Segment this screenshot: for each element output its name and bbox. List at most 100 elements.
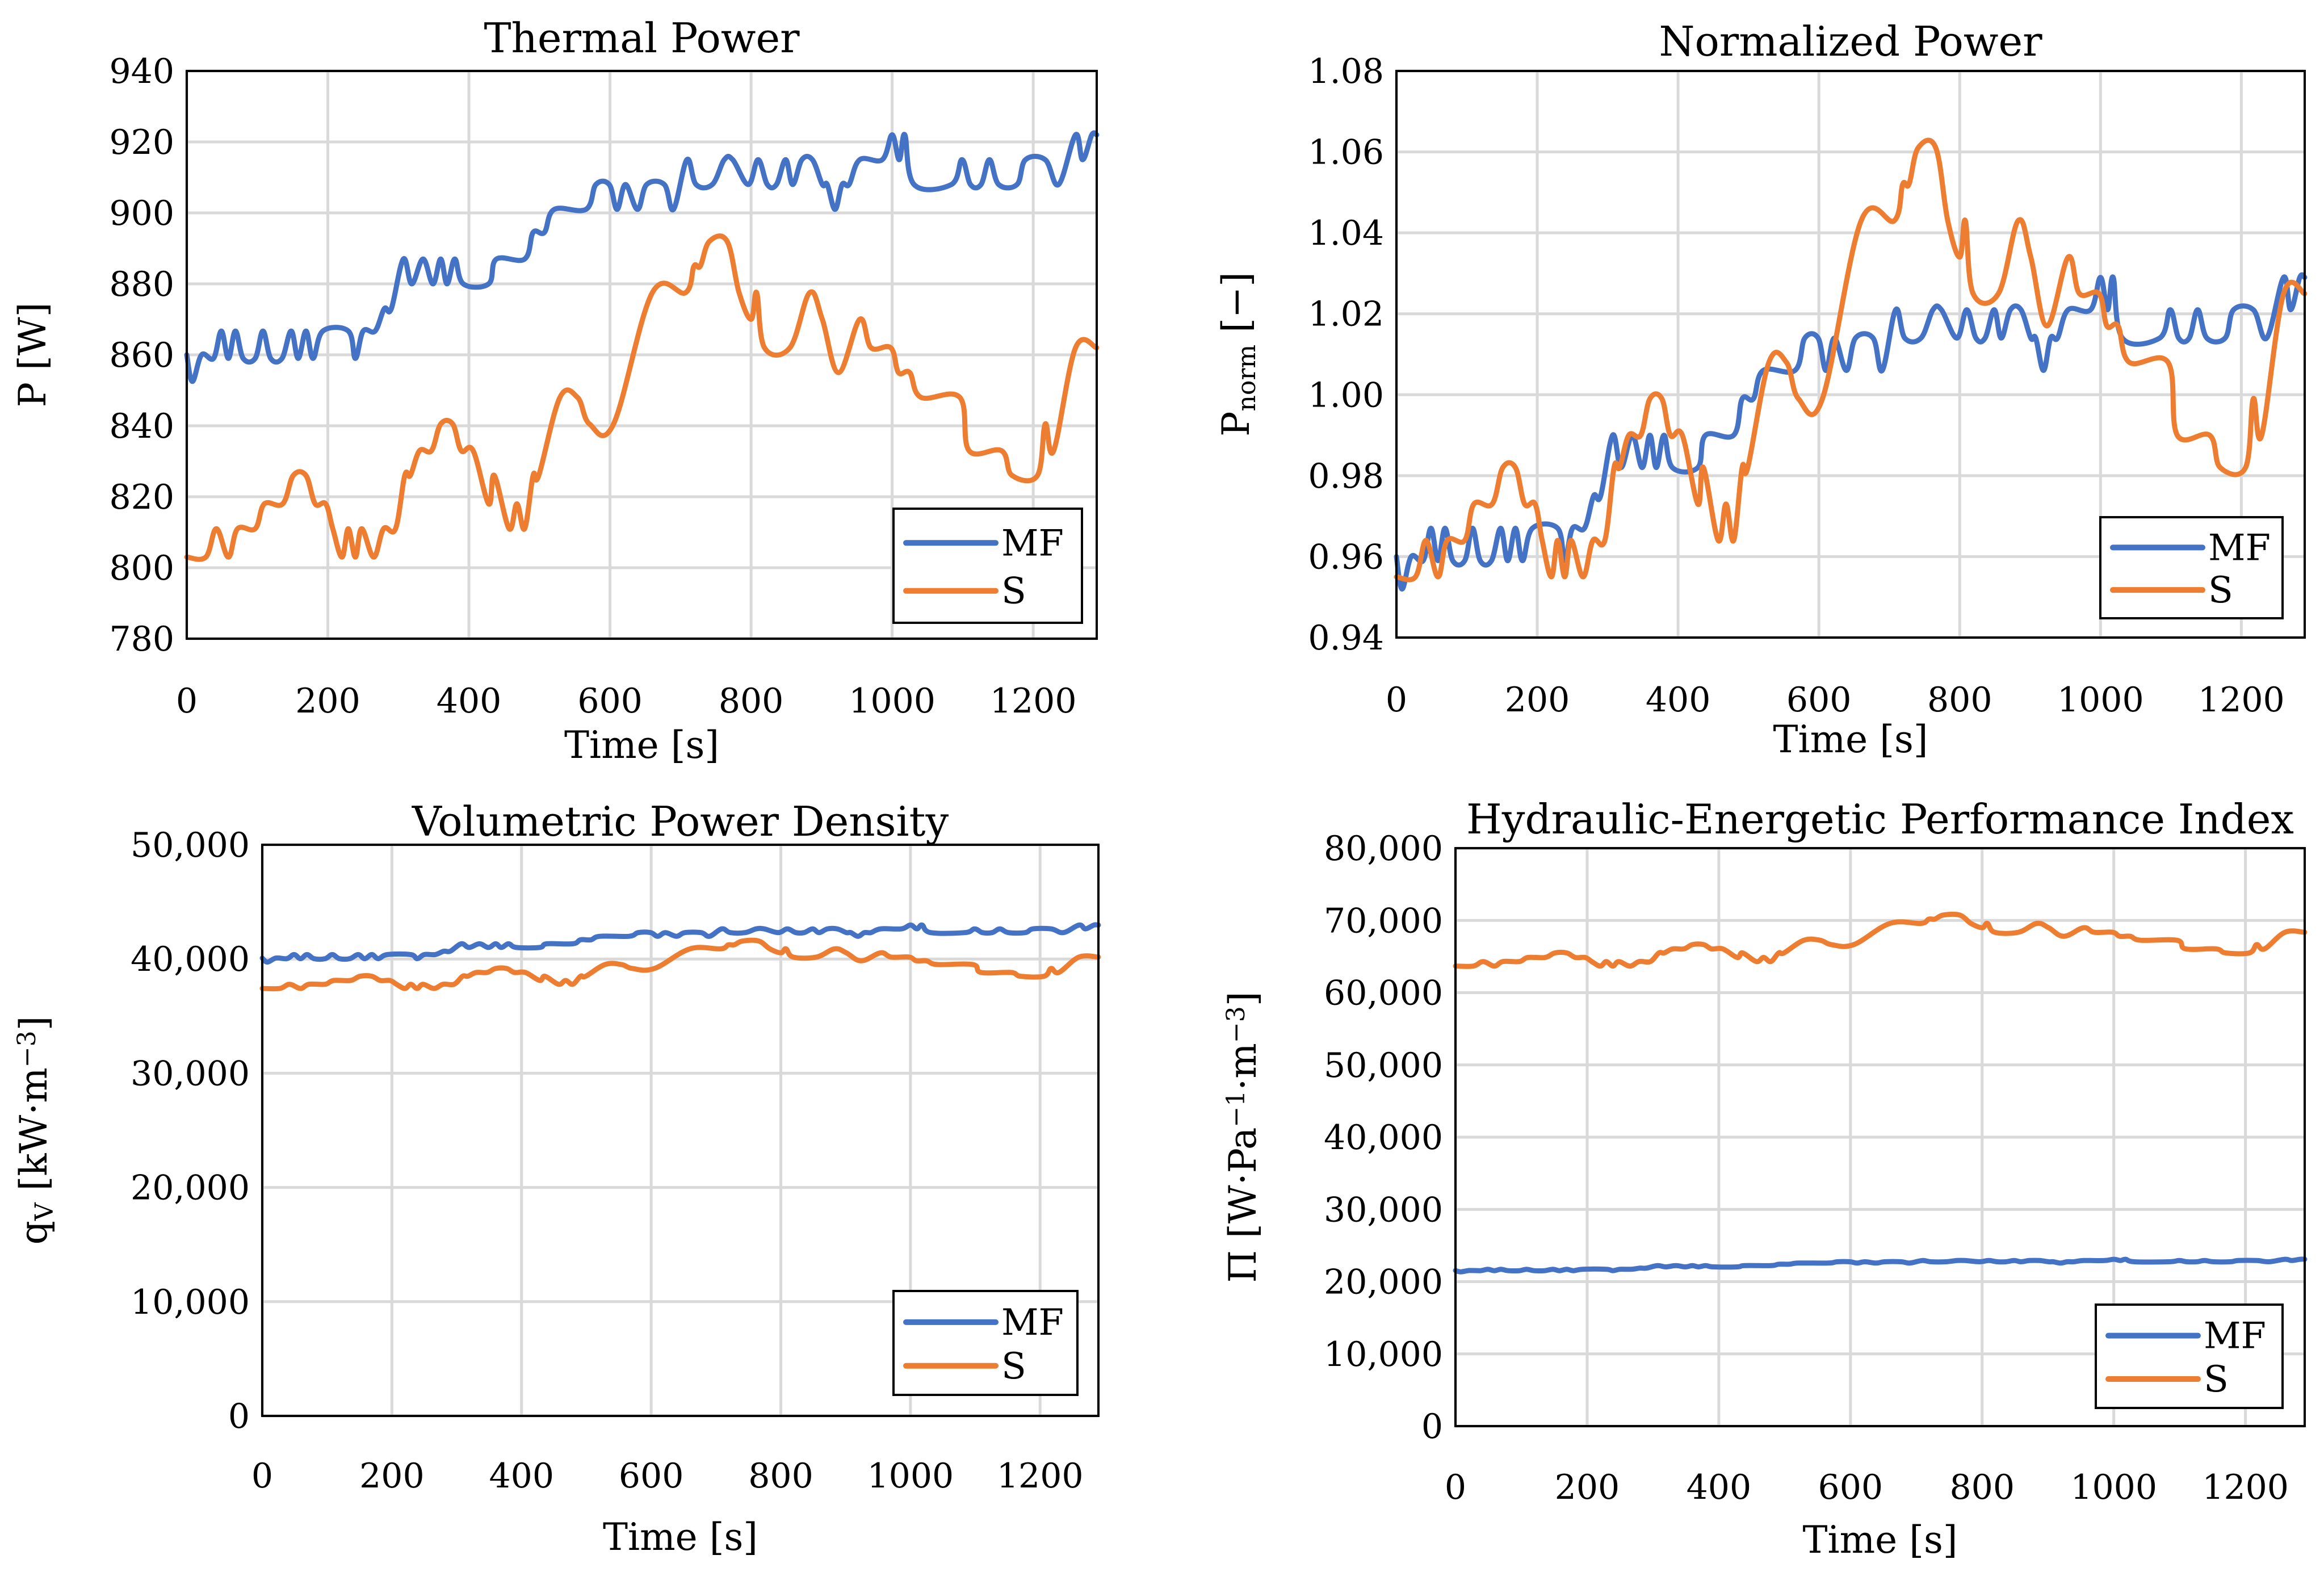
y-axis-label: Π [W·Pa−1·m−3] (1221, 992, 1265, 1283)
x-tick-label: 400 (437, 681, 502, 721)
y-axis-label-part: V (30, 1202, 59, 1221)
y-tick-label: 10,000 (1324, 1335, 1443, 1374)
series-line-s (1394, 137, 2308, 582)
x-tick-label: 600 (1818, 1468, 1883, 1507)
y-tick-label: 800 (109, 548, 174, 588)
x-axis-label: Time [s] (1773, 718, 1928, 761)
x-tick-label: 800 (719, 681, 784, 721)
x-tick-label: 200 (359, 1456, 425, 1496)
legend-label-s: S (1001, 571, 1026, 613)
x-axis-label: Time [s] (1802, 1518, 1957, 1562)
y-tick-label: 0 (1421, 1407, 1443, 1447)
legend-box (892, 508, 1083, 624)
y-tick-label: 1.02 (1308, 295, 1384, 334)
series-line-mf (184, 130, 1100, 384)
x-tick-label: 600 (577, 681, 643, 721)
x-tick-label: 400 (1646, 680, 1711, 720)
y-tick-label: 0.98 (1308, 456, 1384, 496)
legend-label-mf: MF (2208, 527, 2271, 569)
plot-area-frame (1454, 847, 2306, 1427)
y-axis-label-part: Π [W·Pa (1221, 1127, 1265, 1283)
y-tick-label: 40,000 (1324, 1118, 1443, 1158)
y-tick-label: 820 (109, 477, 174, 517)
x-tick-label: 1200 (990, 681, 1077, 721)
y-axis-label-part: q (12, 1221, 56, 1244)
x-tick-label: 0 (1386, 680, 1407, 720)
chart-title: Normalized Power (1659, 18, 2042, 65)
x-tick-label: 1200 (2198, 680, 2285, 720)
y-tick-label: 900 (109, 194, 174, 233)
x-tick-label: 0 (176, 681, 198, 721)
legend-label-s: S (2208, 569, 2233, 611)
x-tick-label: 0 (1445, 1468, 1466, 1507)
x-axis-label: Time [s] (603, 1515, 758, 1559)
y-tick-label: 940 (109, 52, 174, 91)
legend-box (2099, 516, 2284, 619)
legend-label-mf: MF (1001, 1302, 1064, 1344)
y-tick-label: 1.04 (1308, 213, 1384, 253)
x-tick-label: 200 (1555, 1468, 1620, 1507)
chart-performance-index: 0 10,000 20,000 30,000 40,000 50,000 60,000 70,… (1221, 795, 2308, 1562)
y-tick-label: 920 (109, 123, 174, 162)
y-axis-label-part: ] (12, 1016, 56, 1031)
x-tick-label: 400 (489, 1456, 554, 1496)
legend-box (2095, 1303, 2284, 1409)
x-tick-label: 1200 (997, 1456, 1084, 1496)
y-tick-label: 10,000 (131, 1282, 250, 1322)
y-axis-label-part: P [W] (11, 303, 54, 408)
y-tick-label: 30,000 (131, 1054, 250, 1093)
y-tick-label: 0 (228, 1397, 250, 1436)
y-tick-label: 1.08 (1308, 52, 1384, 91)
y-tick-label: 840 (109, 406, 174, 446)
y-tick-label: 780 (109, 619, 174, 659)
legend: MFS (892, 1290, 1079, 1396)
y-tick-label: 0.96 (1308, 537, 1384, 577)
y-tick-label: 20,000 (131, 1168, 250, 1208)
y-axis-label-part: [kW·m (12, 1067, 56, 1202)
x-tick-label: 800 (1927, 680, 1992, 720)
x-tick-label: 800 (748, 1456, 813, 1496)
y-tick-label: 80,000 (1324, 829, 1443, 869)
y-tick-label: 20,000 (1324, 1263, 1443, 1302)
y-axis-label-part: −1 (1222, 1091, 1251, 1127)
y-axis-label: P [W] (11, 303, 54, 408)
legend: MFS (892, 508, 1083, 624)
y-axis-label-part: −3 (12, 1030, 41, 1067)
series-line-s (184, 233, 1100, 562)
y-axis-label-part: ·m (1221, 1043, 1265, 1091)
y-tick-label: 30,000 (1324, 1190, 1443, 1230)
series-line-s (259, 937, 1101, 992)
x-tick-label: 800 (1949, 1468, 2015, 1507)
y-tick-label: 60,000 (1324, 974, 1443, 1013)
y-axis-label: qV [kW·m−3] (12, 1016, 59, 1245)
y-tick-label: 70,000 (1324, 901, 1443, 941)
x-tick-label: 600 (619, 1456, 684, 1496)
series-line-mf (259, 922, 1101, 965)
y-axis-label-part: −3 (1222, 1006, 1251, 1043)
x-tick-label: 200 (295, 681, 360, 721)
chart-title: Volumetric Power Density (412, 798, 949, 845)
x-tick-label: 200 (1505, 680, 1570, 720)
y-tick-label: 50,000 (131, 825, 250, 865)
legend-label-mf: MF (2204, 1315, 2266, 1357)
y-tick-label: 0.94 (1308, 618, 1384, 658)
plot-area-frame (261, 844, 1100, 1417)
x-tick-label: 400 (1687, 1468, 1752, 1507)
chart-title: Hydraulic-Energetic Performance Index (1466, 795, 2294, 843)
x-tick-label: 1200 (2202, 1468, 2289, 1507)
chart-thermal-power: 780 800 820 840 860 880 900 920 940 0 200 400 600 800… (11, 14, 1100, 767)
series-line-mf (1453, 1256, 2308, 1275)
legend: MFS (2095, 1303, 2284, 1409)
y-tick-label: 1.00 (1308, 375, 1384, 415)
y-axis-label: Pnorm [−] (1214, 272, 1261, 437)
y-axis-label-part: ] (1221, 992, 1265, 1007)
y-tick-label: 50,000 (1324, 1046, 1443, 1085)
legend-label-s: S (1001, 1346, 1026, 1388)
y-tick-label: 40,000 (131, 940, 250, 979)
y-axis-label-part: P (1214, 411, 1258, 436)
legend-label-s: S (2204, 1359, 2229, 1401)
plot-area-frame (1395, 70, 2306, 639)
series-line-s (1453, 911, 2308, 969)
y-axis-label-part: norm (1232, 345, 1261, 412)
